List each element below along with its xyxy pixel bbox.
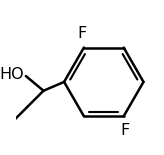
Text: F: F [78,26,87,41]
Text: F: F [121,123,130,138]
Text: HO: HO [0,67,24,82]
